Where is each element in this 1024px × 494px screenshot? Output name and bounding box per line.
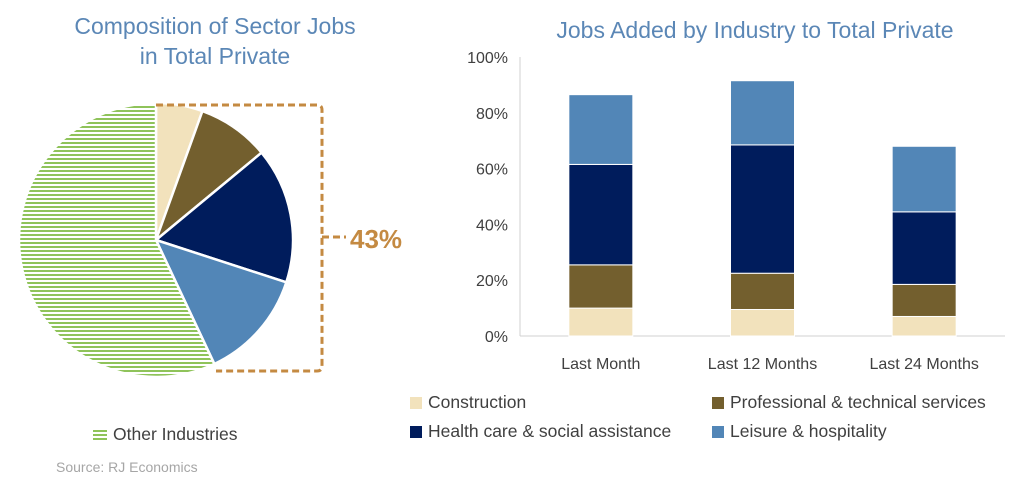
bar-segment-leisure-hospitality [568,94,634,165]
bar-segment-construction [568,307,634,337]
y-tick-label: 100% [467,50,508,67]
bar-segment-construction [730,308,795,337]
legend-label-professional: Professional & technical services [730,392,986,412]
y-tick-label: 60% [476,162,508,179]
pie-chart: 43% [17,101,402,379]
callout-label: 43% [350,224,402,254]
legend-item-other-industries: Other Industries [93,424,238,445]
y-tick-label: 20% [476,273,508,290]
legend-label-other-industries: Other Industries [113,424,238,444]
legend-label-leisure: Leisure & hospitality [730,421,887,441]
pie-chart-title: Composition of Sector Jobs in Total Priv… [40,11,390,71]
y-tick-label: 40% [476,217,508,234]
bar-segment-health-care-social-assistance [891,211,957,285]
bar-segment-professional-technical-services [730,272,795,310]
pie-slice-other-industries [17,101,216,379]
y-tick-label: 0% [485,329,508,346]
bar-segment-construction [891,315,957,337]
legend-item-professional: Professional & technical services [712,392,986,413]
legend-item-construction: Construction [410,392,526,413]
x-tick-label: Last Month [561,356,640,373]
legend-swatch-leisure [712,426,724,438]
bar-segment-health-care-social-assistance [730,144,795,274]
legend-swatch-construction [410,397,422,409]
legend-label-construction: Construction [428,392,527,412]
legend-swatch-health [410,426,422,438]
bar-segment-professional-technical-services [891,283,957,317]
legend-label-health: Health care & social assistance [428,421,672,441]
pie-title-line-2: in Total Private [139,43,291,69]
bar-segment-leisure-hospitality [730,80,795,146]
bar-chart-title: Jobs Added by Industry to Total Private [556,17,954,43]
source-note: Source: RJ Economics [56,459,198,475]
bar-segment-professional-technical-services [568,264,634,309]
callout-bracket [156,103,324,373]
pie-title-line-1: Composition of Sector Jobs [74,13,356,39]
legend-item-leisure: Leisure & hospitality [712,421,887,442]
legend-swatch-other-industries [93,430,107,440]
x-tick-label: Last 12 Months [708,356,817,373]
legend-item-health: Health care & social assistance [410,421,671,442]
bar-chart: 0% 20% 40% 60% 80% 100% Last Month Last 12 Mont… [467,50,1005,373]
bar-segment-health-care-social-assistance [568,163,634,266]
pie-slice-leisure-hospitality [153,237,288,366]
legend-swatch-professional [712,397,724,409]
bar-segment-leisure-hospitality [891,145,957,213]
x-tick-label: Last 24 Months [869,356,978,373]
y-tick-label: 80% [476,106,508,123]
